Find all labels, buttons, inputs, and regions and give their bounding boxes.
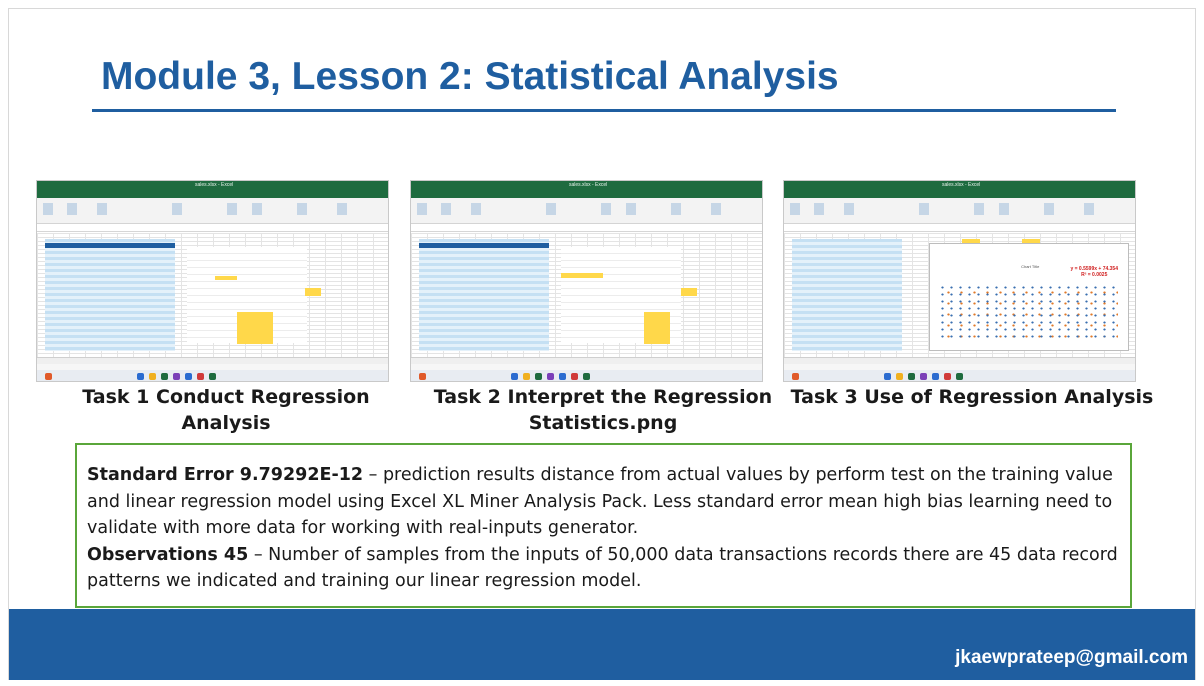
chart-title: Chart Title: [1021, 264, 1040, 269]
task2-caption: Task 2 Interpret the Regression Statisti…: [413, 384, 793, 436]
task1-caption: Task 1 Conduct Regression Analysis: [36, 384, 416, 436]
taskbar: [37, 370, 388, 381]
scatter-points: [938, 284, 1118, 339]
taskbar: [411, 370, 762, 381]
title-underline: [92, 109, 1116, 112]
scatter-chart: Chart Title y = 0.5599x + 74.354 R² = 0.…: [929, 243, 1129, 351]
task2-caption-line1: Task 2 Interpret the Regression: [433, 386, 773, 408]
task2-screenshot: sales.xlsx - Excel FileHomeInsertDrawPag…: [410, 180, 763, 382]
status-bar: [37, 364, 388, 370]
task3-caption: Task 3 Use of Regression Analysis: [782, 384, 1162, 410]
highlight-range: [644, 312, 670, 344]
highlight-cell: [1022, 239, 1040, 245]
status-bar: [411, 364, 762, 370]
data-table: [45, 239, 175, 351]
task3-screenshot: sales.xlsx - Excel FileHomeInsertDrawPag…: [783, 180, 1136, 382]
std-error-label: Standard Error 9.79292E-12: [87, 465, 364, 485]
sheet-tabs: [37, 357, 388, 364]
data-table-header: [45, 243, 175, 248]
excel-titlebar: sales.xlsx - Excel: [784, 181, 1135, 190]
highlight-cell: [962, 239, 980, 245]
observations-label: Observations 45: [87, 544, 249, 565]
highlight-cell: [681, 288, 697, 296]
excel-titlebar: sales.xlsx - Excel: [37, 181, 388, 190]
trendline-equation: y = 0.5599x + 74.354 R² = 0.0025: [1070, 266, 1118, 278]
sheet-tabs: [784, 357, 1135, 364]
trendline-r2-text: R² = 0.0025: [1081, 272, 1108, 278]
observations-paragraph: Observations 45 – Number of samples from…: [87, 542, 1120, 595]
task1-caption-line1: Task 1 Conduct Regression: [82, 386, 370, 408]
observations-text: – Number of samples from the inputs of 5…: [87, 544, 1118, 592]
data-table-header: [419, 243, 549, 248]
excel-menubar: FileHomeInsertDrawPage LayoutFormulasDat…: [411, 190, 762, 204]
taskbar: [784, 370, 1135, 381]
status-bar: [784, 364, 1135, 370]
data-table: [792, 239, 902, 351]
highlight-range: [237, 312, 273, 344]
std-error-paragraph: Standard Error 9.79292E-12 – prediction …: [87, 462, 1120, 542]
formula-bar: [784, 225, 1135, 232]
formula-bar: [37, 225, 388, 232]
excel-ribbon: [37, 198, 388, 224]
excel-window-title: sales.xlsx - Excel: [194, 182, 234, 188]
task2-caption-line2: Statistics.png: [528, 412, 678, 434]
footer-email: jkaewprateep@gmail.com: [955, 647, 1188, 668]
task3-caption-line1: Task 3 Use of Regression Analysis: [790, 386, 1154, 408]
excel-ribbon: [784, 198, 1135, 224]
highlight-cell: [215, 276, 237, 280]
highlight-cell: [561, 273, 603, 278]
excel-menubar: FileHomeInsertDrawPage LayoutFormulasDat…: [784, 190, 1135, 204]
excel-window-title: sales.xlsx - Excel: [568, 182, 608, 188]
slide-title: Module 3, Lesson 2: Statistical Analysis: [101, 55, 839, 98]
formula-bar: [411, 225, 762, 232]
trendline-equation-text: y = 0.5599x + 74.354: [1070, 266, 1118, 272]
footer-band: [9, 609, 1195, 680]
notes-textbox: Standard Error 9.79292E-12 – prediction …: [75, 443, 1132, 608]
task1-screenshot: sales.xlsx - Excel FileHomeInsertDrawPag…: [36, 180, 389, 382]
std-error-text: – prediction results distance from actua…: [87, 465, 1113, 538]
excel-titlebar: sales.xlsx - Excel: [411, 181, 762, 190]
excel-window-title: sales.xlsx - Excel: [941, 182, 981, 188]
sheet-tabs: [411, 357, 762, 364]
excel-menubar: FileHomeInsertDrawPage LayoutFormulasDat…: [37, 190, 388, 204]
task1-caption-line2: Analysis: [181, 412, 271, 434]
excel-ribbon: [411, 198, 762, 224]
data-table: [419, 239, 549, 351]
highlight-cell: [305, 288, 321, 296]
